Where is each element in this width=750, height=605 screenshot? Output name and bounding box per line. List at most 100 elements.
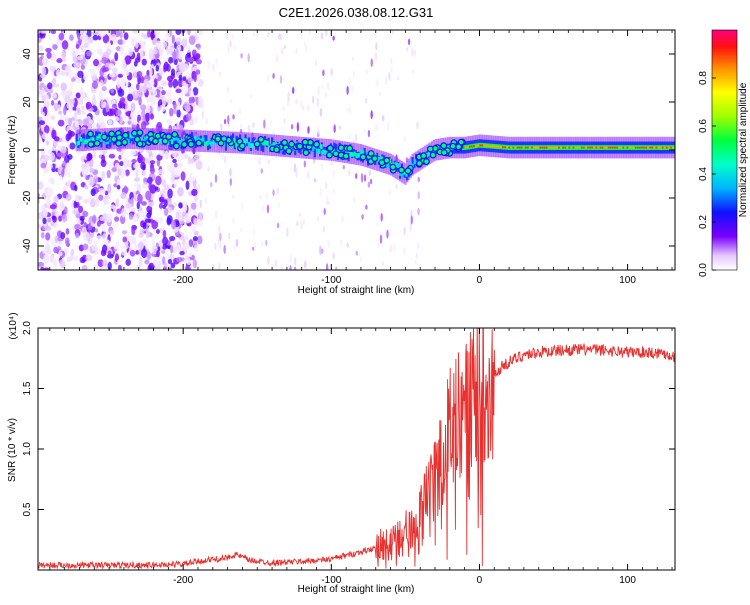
spectrum-noise-cell (332, 35, 335, 41)
spectrum-noise-cell (102, 212, 108, 223)
spectrum-noise-cell (352, 70, 356, 79)
spectrum-ridge-core (357, 152, 360, 158)
spectrum-noise-cell (66, 102, 71, 109)
spectrum-noise-cell (178, 50, 185, 60)
spectrum-ridge-band (109, 138, 112, 147)
spectrum-ridge-core (125, 136, 128, 142)
spectrum-noise-cell (116, 78, 121, 89)
spectrum-noise-cell (205, 117, 208, 125)
spectrum-noise-cell (240, 53, 243, 59)
spectrum-ridge-core (612, 145, 616, 150)
spectrum-ridge-peak (499, 145, 502, 148)
snr-data-point (471, 394, 472, 395)
spectrum-noise-cell (80, 64, 85, 70)
spectrum-noise-cell (171, 173, 175, 182)
colorbar-tick-label: 0.0 (698, 263, 709, 277)
spectrum-noise-cell (92, 31, 98, 36)
spectrum-noise-cell (134, 57, 141, 63)
spectrum-blob (337, 144, 345, 152)
spectrum-ridge-core (656, 145, 659, 150)
spectrum-noise-cell (306, 171, 310, 179)
spectrum-noise-cell (38, 134, 42, 145)
spectrum-noise-cell (191, 176, 196, 182)
spectrum-noise-cell (340, 238, 343, 248)
spectrum-noise-cell (168, 56, 174, 64)
spectrum-noise-cell (43, 267, 50, 270)
spectrum-ridge-peak (470, 145, 473, 148)
spectrum-noise-cell (42, 217, 47, 225)
spectrum-noise-cell (137, 210, 143, 219)
spectrum-noise-cell (75, 48, 80, 54)
spectrum-noise-cell (94, 228, 99, 233)
spectrum-ridge-peak (560, 146, 562, 149)
spectrum-noise-cell (319, 187, 322, 198)
spectrum-noise-cell (102, 67, 109, 72)
spectrum-noise-cell (113, 206, 117, 214)
spectrum-noise-cell (179, 250, 185, 256)
spectrum-ridge-core (581, 145, 584, 150)
spectrum-ridge-band (75, 133, 78, 143)
snr-data-point (420, 515, 421, 516)
spectrum-ridge-core (90, 135, 93, 141)
spectrum-ridge-core (558, 145, 562, 150)
spectrum-noise-cell (266, 204, 270, 214)
spectrum-noise-cell (80, 45, 85, 50)
spectrum-noise-cell (133, 69, 138, 78)
spectrum-noise-cell (149, 155, 154, 162)
spectrum-noise-cell (403, 226, 406, 236)
spectrum-noise-cell (82, 118, 90, 126)
spectrum-blob (296, 142, 304, 150)
snr-ytick-label: 0.5 (22, 502, 33, 516)
colorbar-label: Normalized spectral amplitude (738, 82, 749, 217)
spectrum-noise-cell (367, 129, 371, 138)
spectrum-noise-cell (96, 220, 101, 227)
spectrum-noise-cell (135, 250, 140, 255)
spectrum-noise-cell (113, 98, 120, 105)
spectrum-ridge-core (233, 138, 236, 143)
spectrum-noise-cell (296, 122, 300, 132)
spectrum-noise-cell (283, 118, 286, 124)
spectrum-noise-cell (223, 118, 227, 125)
spectrum-noise-cell (149, 160, 156, 165)
spectrum-noise-cell (63, 206, 68, 215)
spectrum-blob (342, 152, 350, 160)
spectrum-noise-cell (79, 35, 85, 40)
spectrum-noise-cell (363, 174, 367, 182)
spectrum-noise-cell (137, 151, 141, 159)
spectrum-noise-cell (316, 215, 320, 222)
spectrum-ridge-core (264, 140, 267, 146)
spectrum-ridge-peak (558, 146, 560, 149)
spectrum-noise-cell (75, 92, 81, 99)
spectrum-noise-cell (335, 266, 338, 270)
spectrum-noise-cell (46, 82, 53, 90)
spectrum-noise-cell (136, 70, 143, 78)
spectrum-noise-cell (129, 249, 136, 257)
snr-data-point (464, 400, 465, 401)
spectrum-blob (301, 138, 309, 146)
spectrum-noise-cell (121, 230, 128, 235)
spectrum-noise-cell (38, 37, 42, 44)
spectrum-noise-cell (108, 98, 116, 106)
spectrum-blob (429, 151, 437, 159)
spectrum-ridge-core (508, 145, 512, 150)
spectrum-noise-cell (111, 104, 118, 109)
spectrum-noise-cell (215, 57, 218, 67)
spectrum-noise-cell (274, 259, 278, 268)
spectrum-noise-cell (330, 68, 333, 76)
spectrum-blob (281, 139, 288, 146)
spectrum-noise-cell (295, 47, 298, 55)
spectrum-ridge-core (143, 136, 147, 142)
spectrum-noise-cell (304, 260, 307, 269)
spectrum-noise-cell (151, 219, 159, 230)
spectrum-noise-cell (325, 30, 328, 37)
spectrogram-xlabel: Height of straight line (km) (298, 285, 415, 296)
spectrum-noise-cell (46, 197, 52, 207)
spectrum-ridge-core (351, 152, 354, 157)
spectrum-ridge-core (127, 139, 130, 144)
spectrum-noise-cell (395, 183, 398, 190)
spectrum-ridge-core (428, 151, 431, 157)
spectrum-noise-cell (128, 213, 134, 220)
spectrum-noise-cell (188, 96, 195, 105)
spectrum-ridge-core (668, 145, 672, 150)
spectrum-noise-cell (375, 42, 378, 51)
